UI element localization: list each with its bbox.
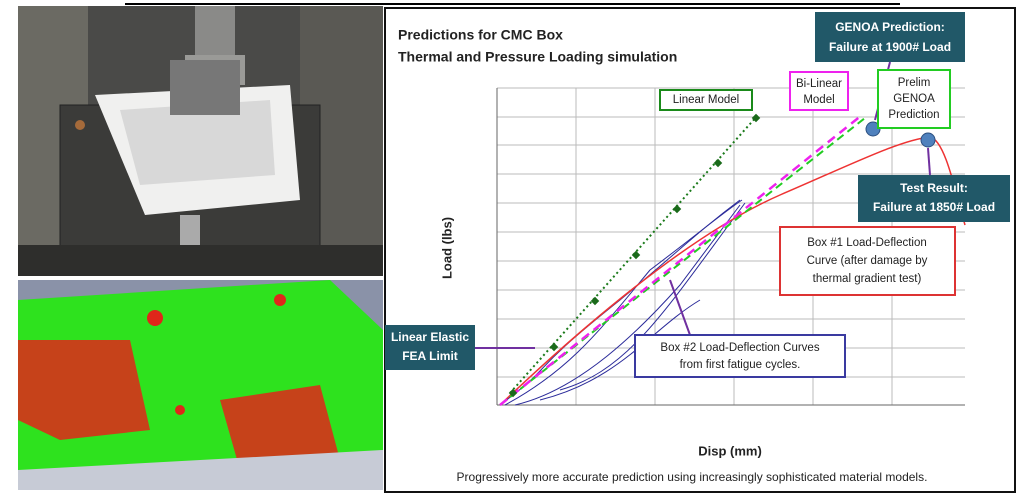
fea-mesh bbox=[18, 280, 383, 490]
chart-subtitle: Thermal and Pressure Loading simulation bbox=[398, 49, 677, 65]
callout-text: Prediction bbox=[888, 109, 939, 121]
y-axis-label: Load (lbs) bbox=[439, 217, 454, 279]
callout-text: Box #2 Load-Deflection Curves bbox=[660, 342, 819, 354]
callout-text: Linear Elastic bbox=[391, 330, 469, 344]
test-point bbox=[921, 133, 935, 147]
callout-text: from first fatigue cycles. bbox=[680, 359, 801, 371]
x-axis-label: Disp (mm) bbox=[698, 443, 762, 458]
callout-text: Prelim bbox=[898, 77, 931, 89]
callout-text: Failure at 1900# Load bbox=[829, 40, 951, 54]
callout-text: thermal gradient test) bbox=[813, 273, 922, 285]
footer: Progressively more accurate prediction u… bbox=[457, 470, 928, 484]
callout-text: Bi-Linear bbox=[796, 78, 842, 90]
callout-text: FEA Limit bbox=[402, 349, 458, 363]
callout-text: Model bbox=[803, 94, 834, 106]
callout-text: Test Result: bbox=[900, 181, 968, 195]
callout-text: Box #1 Load-Deflection bbox=[807, 237, 927, 249]
callout-text: Failure at 1850# Load bbox=[873, 200, 995, 214]
chart-title: Predictions for CMC Box bbox=[398, 27, 563, 43]
page: Predictions for CMC Box Thermal and Pres… bbox=[0, 0, 1023, 496]
callout-text: GENOA bbox=[893, 93, 935, 105]
callout-text: GENOA Prediction: bbox=[835, 20, 945, 34]
callout-text: Linear Model bbox=[673, 94, 739, 106]
callout-text: Curve (after damage by bbox=[807, 255, 928, 267]
test-photo bbox=[18, 6, 383, 276]
